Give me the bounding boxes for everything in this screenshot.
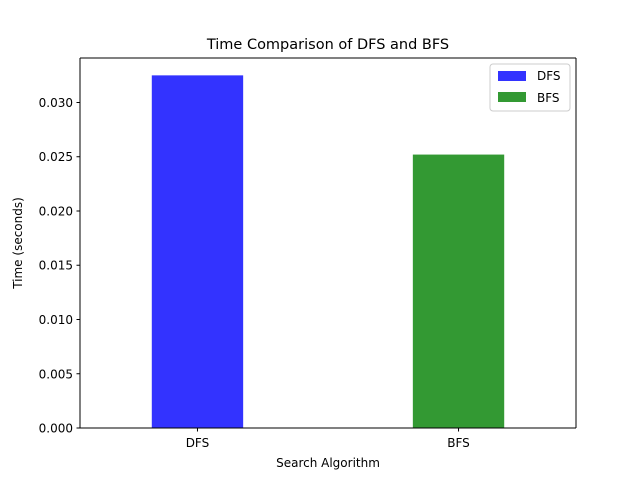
y-tick-label: 0.015 [39, 259, 73, 273]
y-tick-label: 0.030 [39, 96, 73, 110]
bar-bfs [412, 154, 505, 428]
y-tick-label: 0.025 [39, 150, 73, 164]
legend-label-bfs: BFS [537, 91, 560, 105]
legend-label-dfs: DFS [537, 69, 561, 83]
x-axis-label: Search Algorithm [276, 456, 380, 470]
x-tick-label-dfs: DFS [186, 436, 210, 450]
y-axis-label: Time (seconds) [11, 197, 25, 290]
y-tick-label: 0.010 [39, 313, 73, 327]
chart-title: Time Comparison of DFS and BFS [206, 37, 449, 53]
bar-group [151, 75, 505, 429]
legend: DFS BFS [489, 63, 571, 112]
y-tick-label: 0.000 [39, 422, 73, 436]
y-ticks: 0.000 0.005 0.010 0.015 0.020 0.025 0.030 [39, 96, 80, 436]
x-tick-label-bfs: BFS [447, 436, 470, 450]
y-tick-label: 0.020 [39, 204, 73, 218]
x-ticks: DFS BFS [186, 428, 470, 450]
axes [79, 57, 577, 429]
y-tick-label: 0.005 [39, 367, 73, 381]
bar-dfs [151, 75, 244, 429]
legend-swatch-dfs [498, 71, 526, 81]
legend-swatch-bfs [498, 92, 526, 102]
